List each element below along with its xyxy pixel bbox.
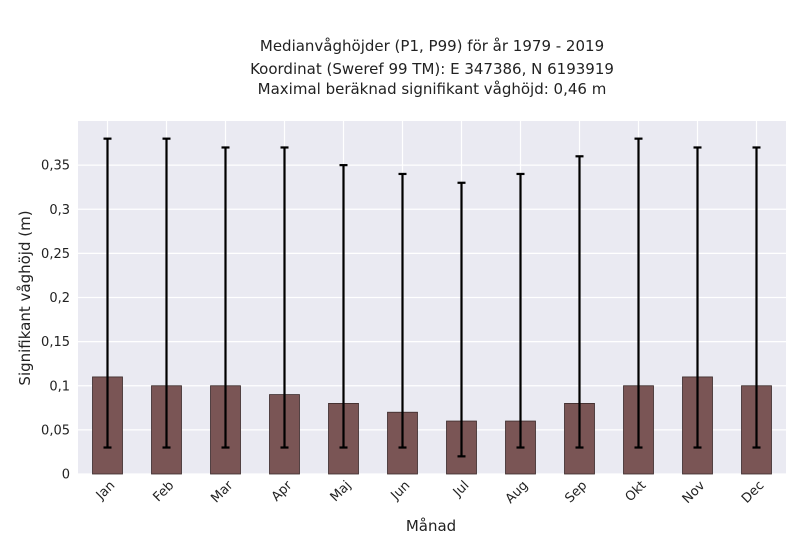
y-axis-label: Signifikant våghöjd (m) [16,210,34,385]
y-tick-label: 0,1 [49,379,70,394]
x-tick-label-jan: Jan [93,478,118,503]
error-bar-jun [398,172,407,449]
error-bar-okt [634,137,643,449]
error-bar-aug [516,172,525,449]
chart-title-line-3: Maximal beräknad signifikant våghöjd: 0,… [258,80,607,98]
x-tick-label-maj: Maj [328,478,355,505]
chart-title-line-1: Medianvåghöjder (P1, P99) för år 1979 - … [260,37,604,55]
error-bar-jan [103,137,112,449]
error-bar-nov [693,146,702,449]
x-tick-label-dec: Dec [739,478,767,506]
error-bar-dec [752,146,761,449]
x-axis-ticks: Jan Feb Mar Apr Maj Jun Jul Aug Sep Okt Nov Dec [93,478,767,507]
y-tick-label: 0,2 [49,291,70,306]
x-tick-label-apr: Apr [269,478,296,505]
error-bar-feb [162,137,171,449]
x-tick-label-feb: Feb [150,478,177,505]
chart-title-line-2: Koordinat (Sweref 99 TM): E 347386, N 61… [250,60,614,78]
error-bar-jul [457,181,466,458]
error-bar-mar [221,146,230,449]
error-bars [103,137,761,458]
y-tick-label: 0,35 [41,159,70,174]
x-tick-label-sep: Sep [562,478,590,506]
y-tick-label: 0,25 [41,247,70,262]
x-tick-label-mar: Mar [208,478,236,506]
x-tick-label-jun: Jun [388,478,414,504]
error-bar-apr [280,146,289,449]
error-bar-maj [339,164,348,449]
x-axis-label: Månad [406,517,456,535]
x-tick-label-nov: Nov [680,478,709,507]
y-tick-label: 0,05 [41,423,70,438]
y-tick-label: 0 [62,468,70,483]
error-bar-sep [575,155,584,449]
y-tick-label: 0,3 [49,203,70,218]
y-axis-ticks: 0 0,05 0,1 0,15 0,2 0,25 0,3 0,35 [41,159,70,483]
y-tick-label: 0,15 [41,335,70,350]
x-tick-label-jul: Jul [450,478,472,500]
x-tick-label-okt: Okt [623,478,650,505]
x-tick-label-aug: Aug [503,478,532,507]
